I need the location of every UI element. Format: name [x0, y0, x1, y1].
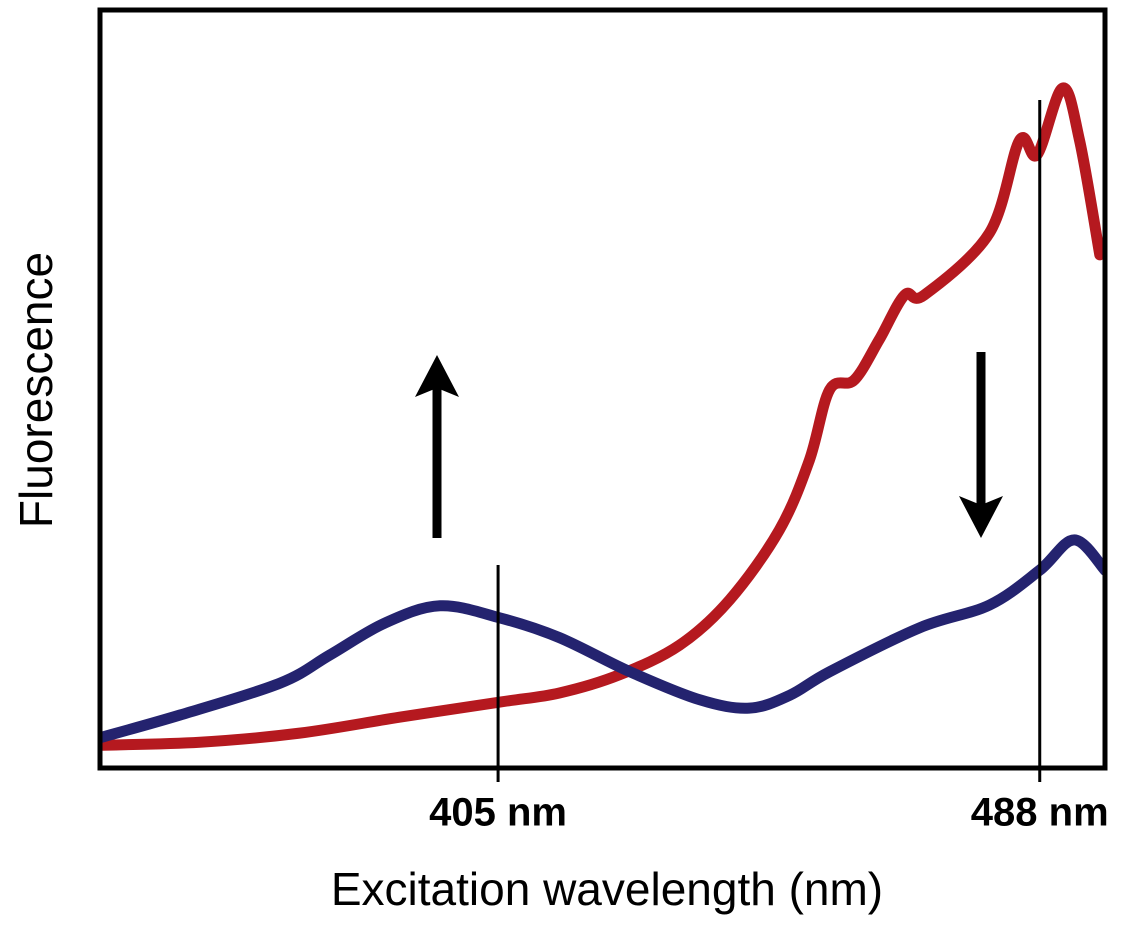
- y-axis-label: Fluorescence: [10, 252, 62, 528]
- x-axis-label: Excitation wavelength (nm): [331, 863, 883, 915]
- series-line: [100, 82, 1105, 751]
- x-tick-label: 488 nm: [971, 791, 1109, 835]
- plot-frame: [97, 7, 1108, 771]
- arrow-up: [415, 355, 459, 538]
- x-tick-label: 405 nm: [429, 791, 567, 835]
- plot-area: [100, 82, 1105, 751]
- arrow-down: [959, 352, 1003, 538]
- series-line: [100, 534, 1105, 744]
